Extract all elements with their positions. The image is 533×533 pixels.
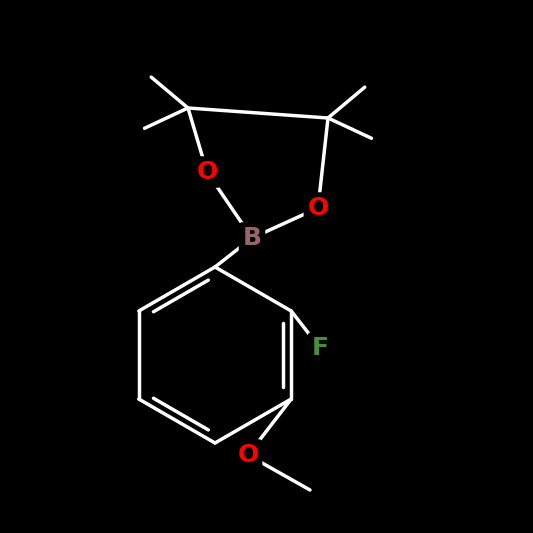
- Text: F: F: [311, 336, 328, 360]
- Text: O: O: [196, 160, 217, 184]
- Text: O: O: [308, 196, 329, 220]
- Text: B: B: [243, 226, 262, 250]
- Text: O: O: [237, 443, 259, 467]
